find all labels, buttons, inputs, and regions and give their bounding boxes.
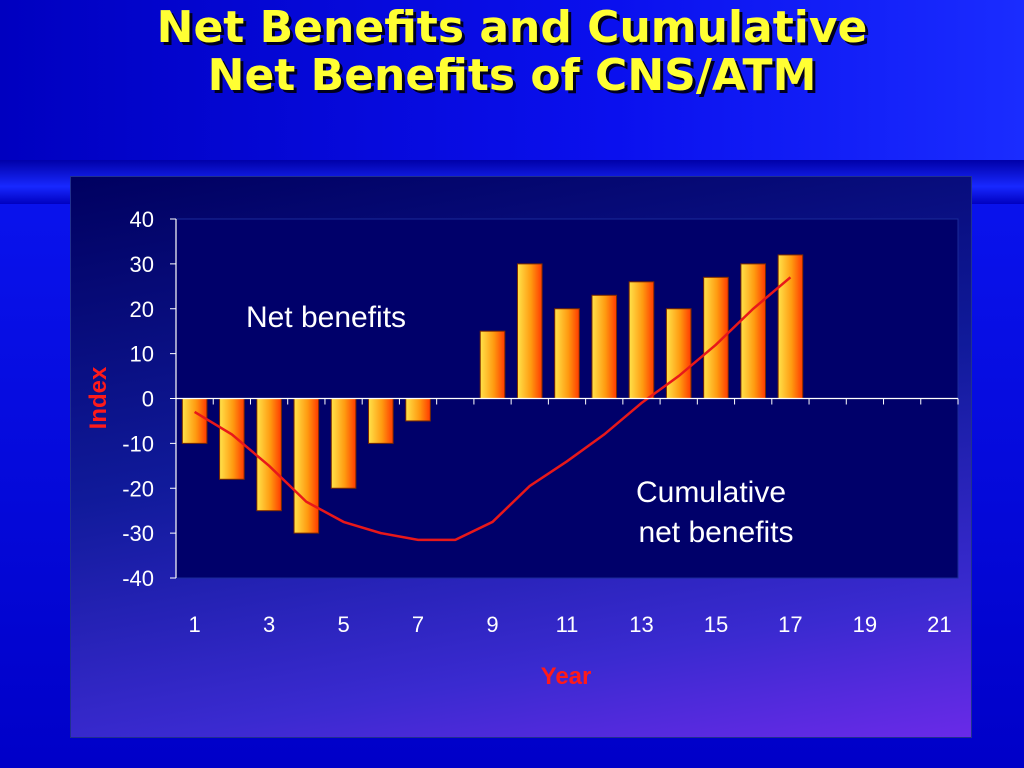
y-tick-label: 40 bbox=[130, 207, 154, 232]
bar-year-17 bbox=[777, 254, 804, 399]
x-tick-label: 3 bbox=[263, 612, 275, 637]
bar-year-11 bbox=[554, 308, 580, 399]
bar-year-9 bbox=[479, 330, 506, 399]
bar-year-4 bbox=[293, 398, 320, 534]
x-tick-label: 15 bbox=[704, 612, 728, 637]
title-line-1: Net Benefits and Cumulative bbox=[156, 2, 868, 53]
annotation-net-benefits: Net benefits bbox=[246, 301, 406, 334]
y-tick-label: -10 bbox=[122, 431, 154, 456]
y-tick-label: -40 bbox=[122, 566, 154, 591]
y-tick-label: 0 bbox=[142, 387, 154, 412]
x-tick-label: 5 bbox=[337, 612, 349, 637]
bar-year-5 bbox=[330, 398, 357, 489]
x-tick-label: 11 bbox=[556, 612, 579, 637]
bar-year-6 bbox=[368, 398, 394, 444]
x-axis-title: Year bbox=[541, 663, 592, 690]
x-tick-label: 1 bbox=[188, 612, 200, 637]
bar-year-16 bbox=[740, 263, 766, 399]
bar-year-10 bbox=[516, 263, 543, 399]
bar-year-14 bbox=[665, 308, 692, 399]
x-tick-label: 9 bbox=[486, 612, 498, 637]
x-tick-label: 21 bbox=[927, 612, 951, 637]
bar-year-7 bbox=[405, 398, 431, 422]
title-line-2: Net Benefits of CNS/ATM bbox=[207, 50, 817, 101]
y-axis-title: Index bbox=[85, 366, 112, 429]
y-tick-label: 30 bbox=[130, 252, 154, 277]
y-tick-label: -20 bbox=[122, 476, 154, 501]
bar-year-12 bbox=[591, 294, 618, 400]
x-tick-label: 17 bbox=[778, 612, 802, 637]
y-tick-label: 20 bbox=[130, 297, 154, 322]
bar-year-2 bbox=[219, 398, 245, 480]
bar-year-13 bbox=[628, 281, 655, 400]
y-tick-label: -30 bbox=[122, 521, 154, 546]
x-tick-label: 13 bbox=[629, 612, 653, 637]
x-tick-label: 19 bbox=[853, 612, 877, 637]
annotation-cumulative-line1: Cumulative bbox=[636, 476, 786, 509]
x-tick-label: 7 bbox=[412, 612, 424, 637]
bar-year-3 bbox=[256, 398, 282, 512]
annotation-cumulative-line2: net benefits bbox=[638, 516, 793, 549]
y-tick-label: 10 bbox=[130, 342, 154, 367]
bar-year-1 bbox=[181, 398, 208, 444]
cumulative-net-benefits-line bbox=[193, 276, 792, 542]
slide-title: Net Benefits and Cumulative Net Benefits… bbox=[0, 4, 1024, 100]
